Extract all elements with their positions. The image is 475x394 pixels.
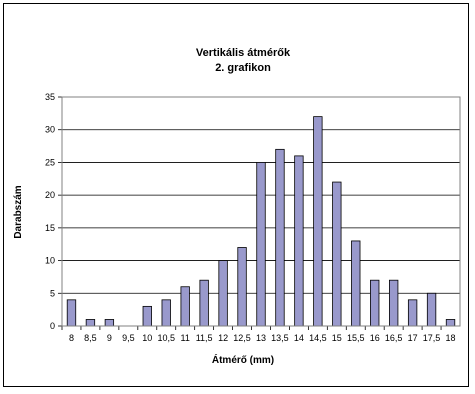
bar-9	[104, 319, 115, 327]
bar-11	[180, 286, 190, 327]
x-tick-label: 15	[332, 333, 342, 343]
x-tick-label: 12	[218, 333, 228, 343]
y-tick-label: 35	[45, 92, 55, 102]
x-tick-label: 16	[370, 333, 380, 343]
bar-15-5	[351, 240, 361, 327]
x-tick-label: 11,5	[196, 333, 213, 343]
x-tick-label: 16,5	[385, 333, 403, 343]
y-tick-label: 30	[45, 125, 55, 135]
x-tick-label: 13,5	[271, 333, 289, 343]
bar-16	[370, 279, 380, 327]
bar-10	[142, 305, 152, 327]
y-tick-label: 10	[45, 256, 55, 266]
chart-subtitle: 2. grafikon	[215, 62, 271, 74]
bar-14-5	[313, 116, 323, 327]
y-tick-label: 25	[45, 157, 55, 167]
plot-area	[61, 96, 461, 327]
x-tick-label: 13	[256, 333, 266, 343]
bar-13-5	[275, 148, 285, 327]
x-tick-label: 17,5	[423, 333, 441, 343]
y-tick-label: 15	[45, 223, 55, 233]
bars	[66, 116, 456, 327]
x-tick-label: 12,5	[233, 333, 251, 343]
y-axis-title: Darabszám	[13, 185, 24, 238]
bar-8	[66, 299, 77, 327]
bar-8-5	[85, 319, 96, 327]
x-tick-label: 14	[294, 333, 304, 343]
x-tick-label: 11	[181, 333, 190, 343]
x-tick-label: 14,5	[309, 333, 327, 343]
x-axis-title: Átmérő (mm)	[212, 353, 274, 366]
y-tick-label: 20	[45, 190, 55, 200]
x-tick-label: 17	[408, 333, 418, 343]
bar-12	[218, 260, 228, 327]
x-tick-label: 8	[69, 333, 74, 343]
x-tick-label: 9,5	[122, 333, 135, 343]
bar-11-5	[199, 279, 209, 327]
x-tick-label: 9	[107, 333, 112, 343]
bar-13	[256, 162, 266, 327]
bar-16-5	[389, 279, 399, 327]
bar-14	[294, 155, 304, 327]
y-tick-labels: 0 5 10 15 20 25 30 35	[45, 92, 55, 331]
bar-17-5	[426, 292, 437, 327]
bar-18	[445, 319, 456, 327]
x-tick-label: 15,5	[347, 333, 365, 343]
y-tick-label: 0	[50, 321, 55, 331]
x-tick-labels: 8 8,5 9 9,5 10 10,5 11 11,5 12 12,5 13 13,5 14 14,5 15…	[61, 326, 456, 343]
y-tick-label: 5	[50, 288, 55, 298]
x-tick-label: 10,5	[157, 333, 175, 343]
bar-15	[332, 181, 342, 327]
chart-title: Vertikális átmérők	[196, 47, 291, 59]
bar-17	[407, 299, 418, 327]
bar-10-5	[161, 299, 171, 327]
bar-12-5	[237, 247, 247, 327]
x-tick-label: 18	[446, 333, 456, 343]
x-tick-label: 10	[142, 333, 152, 343]
x-tick-label: 8,5	[84, 333, 97, 343]
